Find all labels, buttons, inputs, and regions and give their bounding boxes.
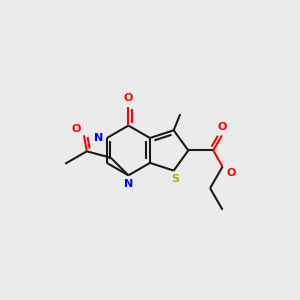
Text: O: O: [226, 168, 236, 178]
Text: O: O: [72, 124, 81, 134]
Text: N: N: [94, 133, 103, 143]
Text: O: O: [217, 122, 226, 132]
Text: N: N: [124, 179, 133, 189]
Text: S: S: [171, 174, 179, 184]
Text: O: O: [124, 93, 133, 103]
